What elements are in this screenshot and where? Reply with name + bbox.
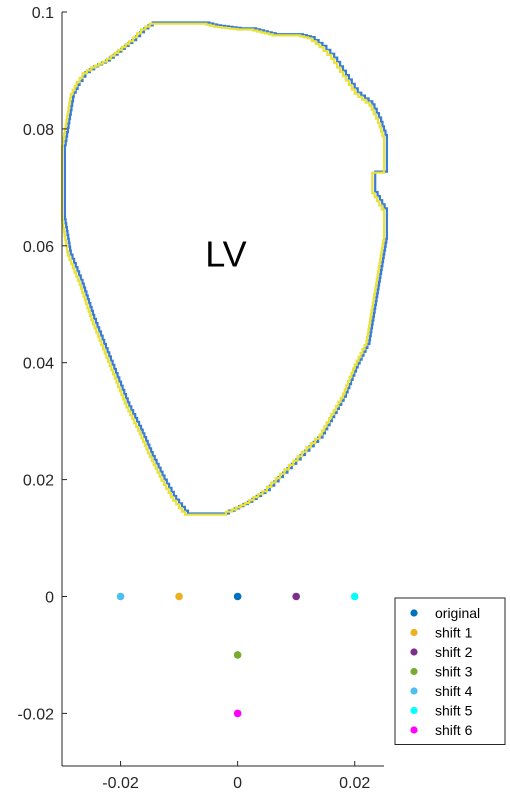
legend-marker bbox=[410, 687, 418, 695]
legend-entry: shift 6 bbox=[435, 722, 473, 738]
point-shift-1 bbox=[175, 592, 183, 601]
x-tick-label: -0.02 bbox=[102, 775, 139, 792]
point-shift-6 bbox=[233, 709, 242, 718]
point-shift-5 bbox=[350, 592, 359, 601]
legend-marker bbox=[410, 609, 418, 617]
point-shift-4 bbox=[116, 592, 125, 601]
y-tick-label: 0.06 bbox=[23, 239, 54, 256]
legend-marker bbox=[410, 648, 418, 656]
annotation-label: LV bbox=[205, 234, 246, 275]
x-tick-label: 0.02 bbox=[339, 775, 370, 792]
legend-entry: shift 3 bbox=[435, 664, 473, 680]
scatter-points bbox=[116, 592, 359, 718]
y-tick-label: 0 bbox=[45, 589, 54, 606]
y-tick-label: 0.02 bbox=[23, 473, 54, 490]
legend-marker bbox=[410, 706, 418, 715]
y-tick-label: 0.08 bbox=[23, 122, 54, 139]
legend-entry: shift 2 bbox=[435, 644, 473, 660]
axes: -0.02 0 0.02 0.04 0.06 0.08 0.1 -0.02 0 0.02 bbox=[18, 5, 384, 792]
legend-entry: original bbox=[435, 605, 480, 621]
contour-inner bbox=[60, 22, 386, 516]
contour-outer bbox=[63, 21, 388, 515]
legend-entry: shift 1 bbox=[435, 625, 473, 641]
x-tick-label: 0 bbox=[233, 775, 242, 792]
point-original bbox=[233, 592, 242, 601]
legend-marker bbox=[410, 726, 418, 734]
y-tick-label: 0.1 bbox=[32, 5, 54, 22]
y-tick-label: 0.04 bbox=[23, 356, 54, 373]
point-shift-3 bbox=[233, 651, 242, 659]
legend-marker bbox=[410, 667, 418, 676]
legend-entry: shift 4 bbox=[435, 683, 473, 699]
point-shift-2 bbox=[292, 592, 300, 601]
annotations: LV bbox=[205, 234, 246, 275]
legend-entry: shift 5 bbox=[435, 703, 473, 719]
legend: original shift 1 shift 2 shift 3 shift 4 shif… bbox=[394, 597, 506, 745]
legend-marker bbox=[410, 628, 418, 637]
contour-group bbox=[60, 21, 388, 516]
y-tick-label: -0.02 bbox=[18, 706, 55, 723]
